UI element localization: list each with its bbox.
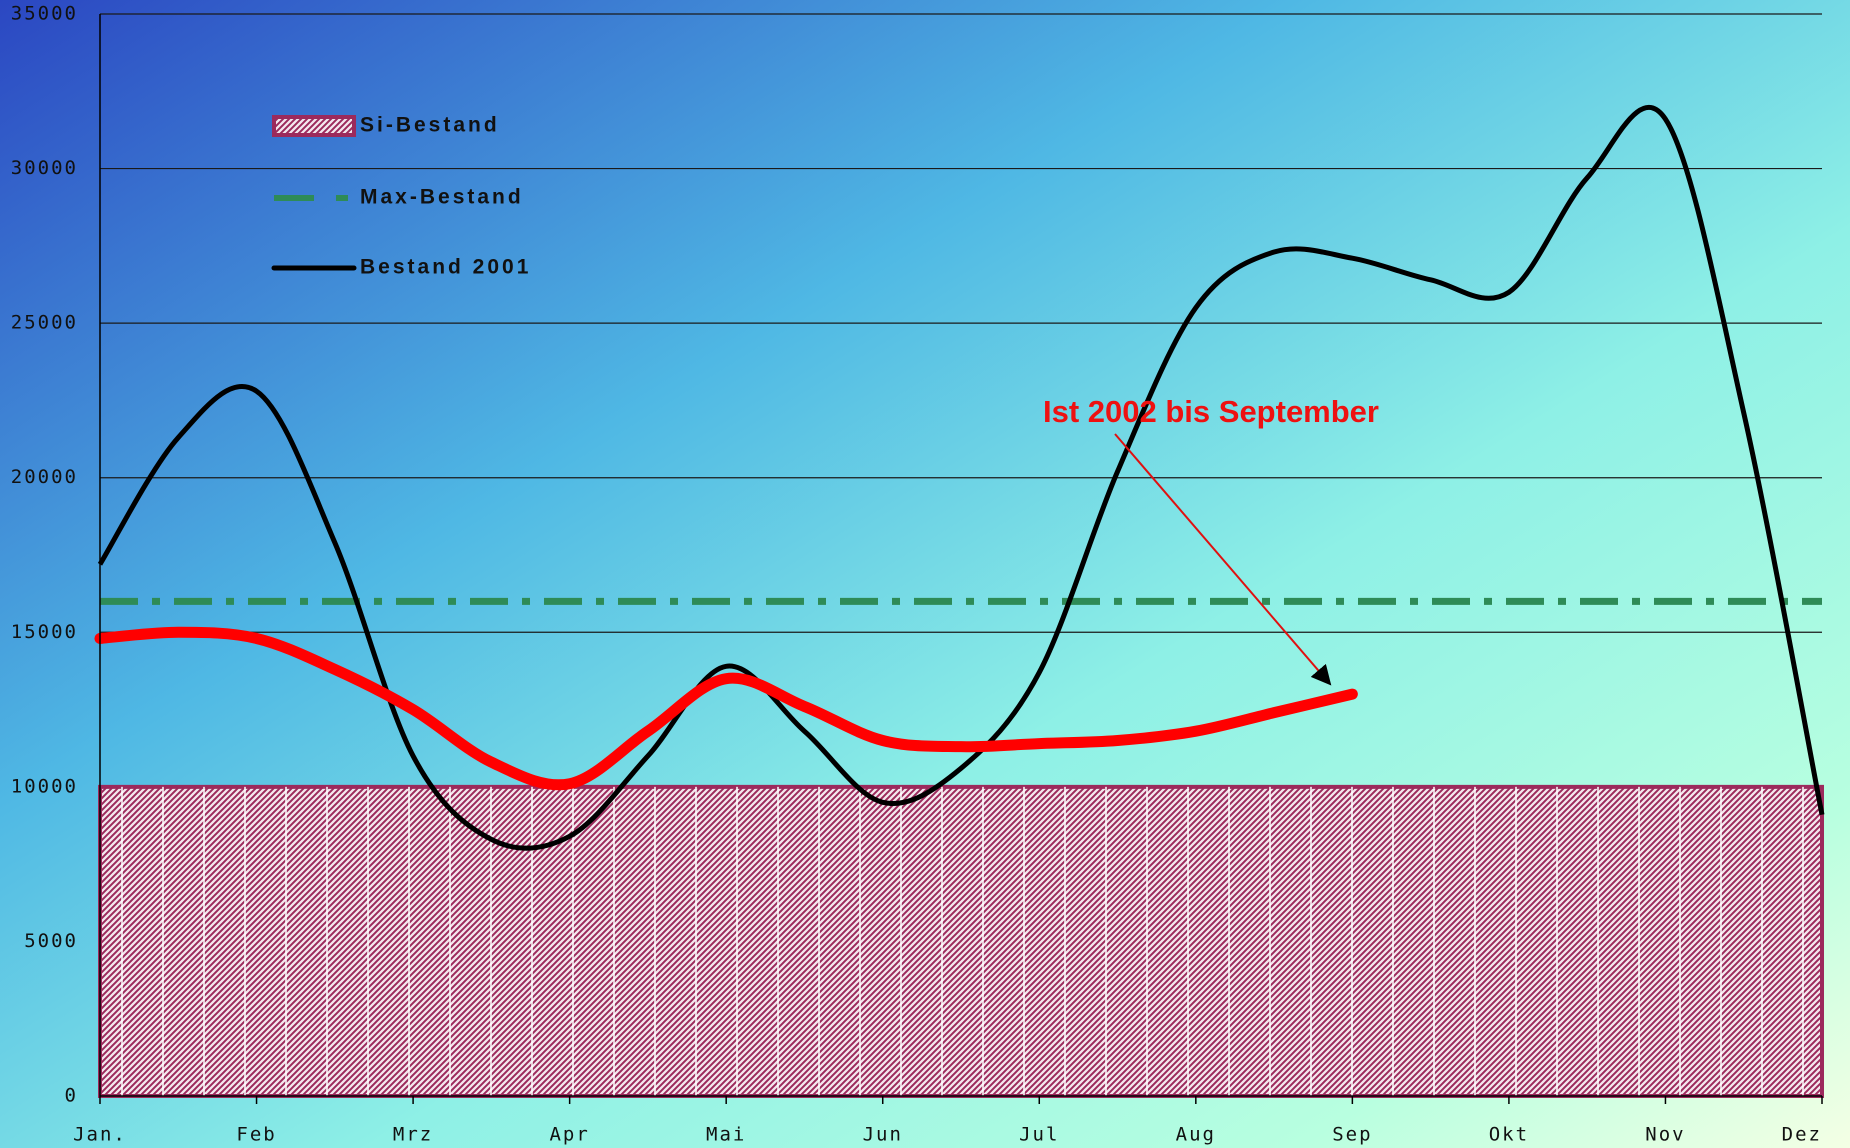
x-tick-label: Apr (549, 1124, 589, 1146)
annotation-arrow (1114, 433, 1332, 686)
y-tick-label: 25000 (11, 312, 78, 334)
x-tick-label: Mai (706, 1124, 746, 1146)
x-tick-label: Dez (1782, 1124, 1822, 1146)
area-stripes (100, 786, 1822, 1096)
y-tick-label: 20000 (11, 466, 78, 488)
x-tick-label: Aug (1176, 1124, 1216, 1146)
annotation: Ist 2002 bis September (1043, 394, 1379, 429)
marks (94, 104, 1825, 1098)
y-tick-label: 15000 (11, 621, 78, 643)
y-tick-label: 10000 (11, 775, 78, 797)
x-tick-label: Mrz (393, 1124, 433, 1146)
y-tick-label: 0 (65, 1085, 78, 1107)
x-tick-label: Feb (236, 1124, 276, 1146)
y-tick-label: 30000 (11, 157, 78, 179)
legend: Si-Bestand Max-Bestand Bestand 2001 (271, 114, 531, 279)
x-tick-label: Jul (1019, 1124, 1059, 1146)
legend-label: Si-Bestand (360, 114, 500, 137)
y-tick-label: 5000 (24, 930, 78, 952)
x-tick-label: Jun (863, 1124, 903, 1146)
x-tick-label: Nov (1645, 1124, 1685, 1146)
axes: 0 5000 10000 15000 20000 25000 30000 35000 Jan. F… (11, 3, 1823, 1146)
x-tick-label: Sep (1332, 1124, 1372, 1146)
legend-label: Bestand 2001 (360, 256, 531, 279)
line (94, 626, 1358, 791)
line (97, 104, 1825, 851)
x-tick-label: Okt (1489, 1124, 1529, 1146)
legend-swatch (272, 115, 356, 137)
y-tick-label: 35000 (11, 3, 78, 25)
x-tick-label: Jan. (73, 1124, 127, 1146)
legend-label: Max-Bestand (360, 186, 524, 209)
